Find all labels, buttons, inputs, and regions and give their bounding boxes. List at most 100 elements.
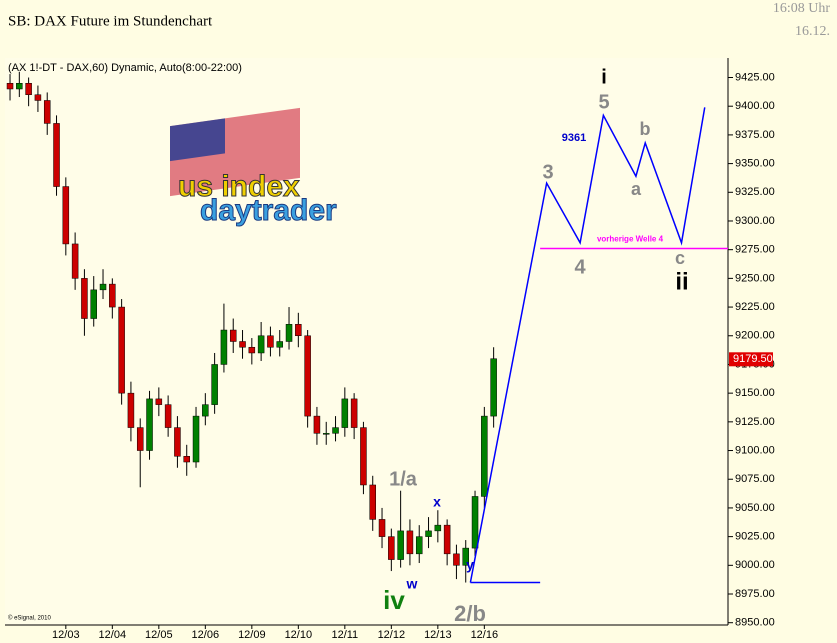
candle-body xyxy=(211,364,218,405)
y-tick-label: 9075.00 xyxy=(735,473,775,485)
logo-text: us index xyxy=(178,170,300,203)
y-tick-label: 9425.00 xyxy=(735,71,775,83)
candle-body xyxy=(229,329,237,342)
candle-body xyxy=(434,524,442,532)
candle-body xyxy=(490,358,497,417)
candle-body xyxy=(146,398,153,451)
x-tick-label: 12/12 xyxy=(378,629,406,641)
y-tick-label: 9250.00 xyxy=(735,272,775,284)
x-tick-label: 12/10 xyxy=(285,629,313,641)
candle-body xyxy=(118,306,125,394)
y-tick-label: 9325.00 xyxy=(735,186,775,198)
wave-label: c xyxy=(675,248,685,268)
wave-label: 5 xyxy=(598,91,609,113)
candle-body xyxy=(43,100,51,124)
candle-body xyxy=(267,335,274,348)
y-tick-label: 9000.00 xyxy=(735,559,775,571)
wave-label: x xyxy=(433,494,441,510)
candle-body xyxy=(443,524,451,555)
x-tick-label: 12/11 xyxy=(331,629,358,641)
candle-body xyxy=(388,536,395,560)
candle-body xyxy=(257,335,265,354)
page-title: SB: DAX Future im Stundenchart xyxy=(8,13,213,29)
y-tick-label: 9150.00 xyxy=(735,387,775,399)
logo: us index daytrader xyxy=(170,107,338,227)
candle-body xyxy=(62,186,70,245)
x-tick-label: 12/03 xyxy=(52,629,80,641)
candle-body xyxy=(192,415,200,463)
y-tick-label: 9350.00 xyxy=(735,158,775,170)
candle-body xyxy=(164,404,172,428)
last-price-label: 9179.50 xyxy=(733,353,773,365)
y-tick-label: 9375.00 xyxy=(735,129,775,141)
candle-body xyxy=(360,427,367,486)
wave-label: y xyxy=(466,557,474,573)
time: 16:08 Uhr xyxy=(773,1,831,16)
y-tick-label: 9200.00 xyxy=(735,330,775,342)
flag-canton xyxy=(170,118,225,162)
candle-body xyxy=(202,404,209,417)
x-tick-label: 12/09 xyxy=(238,629,266,641)
candle-body xyxy=(378,519,386,537)
candle-body xyxy=(276,341,283,348)
candle-body xyxy=(285,324,293,342)
candle-body xyxy=(136,427,144,451)
candle-body xyxy=(248,346,256,354)
last-price-box xyxy=(729,352,773,367)
wave-label: 1/a xyxy=(389,468,418,490)
x-tick-label: 12/05 xyxy=(145,629,173,641)
candle-body xyxy=(313,415,321,434)
wave-label: i xyxy=(601,66,607,88)
candle-body xyxy=(425,530,432,537)
candle-body xyxy=(453,553,460,566)
x-tick-label: 12/06 xyxy=(192,629,220,641)
candle-body xyxy=(239,341,246,348)
candle-body xyxy=(34,94,42,101)
y-tick-label: 9025.00 xyxy=(735,531,775,543)
wave-label: 3 xyxy=(542,161,553,183)
candle-body xyxy=(71,243,79,279)
candle-body xyxy=(406,530,414,555)
date: 16.12. xyxy=(795,24,830,39)
y-tick-label: 9100.00 xyxy=(735,444,775,456)
candle-body xyxy=(90,289,97,319)
candle-body xyxy=(109,283,116,308)
candle-body xyxy=(174,427,181,457)
candle-body xyxy=(481,415,488,497)
candle-body xyxy=(220,329,228,365)
candle-body xyxy=(81,278,88,319)
candle-body xyxy=(332,427,339,434)
wave-label: 2/b xyxy=(454,601,486,626)
y-tick-label: 9400.00 xyxy=(735,100,775,112)
candle-body xyxy=(415,536,423,555)
y-tick-label: 9275.00 xyxy=(735,244,775,256)
candle-body xyxy=(462,547,469,566)
level-label: vorherige Welle 4 xyxy=(597,235,664,244)
wave-label: ii xyxy=(675,268,688,295)
candle-body xyxy=(295,324,302,337)
candle-body xyxy=(25,83,32,95)
y-tick-label: 9050.00 xyxy=(735,502,775,514)
candle-body xyxy=(183,456,190,463)
candle-body xyxy=(99,283,107,291)
candle-body xyxy=(127,392,135,428)
chart-title: (AX 1!-DT - DAX,60) Dynamic, Auto(8:00-2… xyxy=(8,62,242,74)
x-tick-label: 12/04 xyxy=(99,629,127,641)
x-tick-label: 12/16 xyxy=(471,629,499,641)
wave-label: iv xyxy=(383,585,405,615)
wave-label: a xyxy=(631,179,642,199)
copyright: © eSignal, 2010 xyxy=(8,615,51,622)
candle-body xyxy=(53,123,60,187)
plot-area xyxy=(5,58,728,625)
candle-body xyxy=(16,83,23,90)
candle-body xyxy=(369,484,376,520)
y-tick-label: 9125.00 xyxy=(735,416,775,428)
wave-label: w xyxy=(406,576,418,592)
y-tick-label: 9300.00 xyxy=(735,215,775,227)
y-tick-label: 8950.00 xyxy=(735,617,775,629)
candle-body xyxy=(322,433,330,435)
candle-body xyxy=(341,398,349,428)
wave-label: 4 xyxy=(574,256,586,278)
candle-body xyxy=(397,530,404,560)
